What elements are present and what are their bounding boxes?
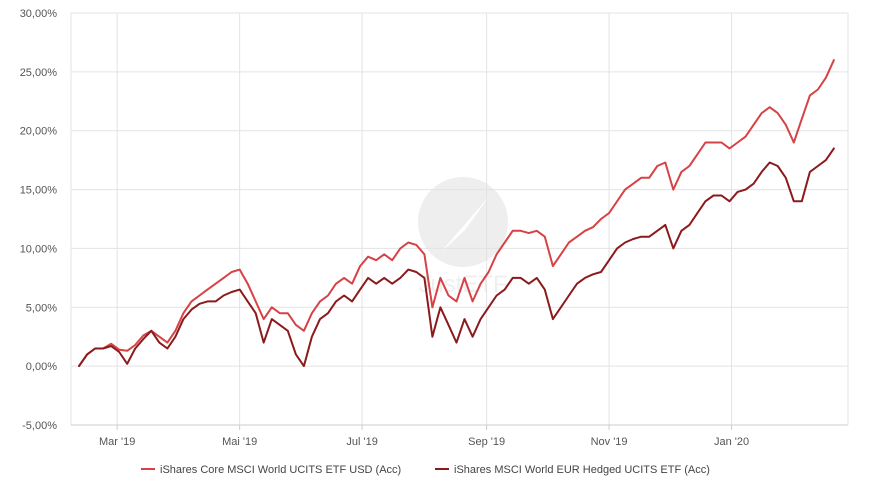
x-tick-label: Mar '19	[99, 436, 135, 448]
x-tick-label: Mai '19	[222, 436, 257, 448]
axes	[70, 13, 849, 426]
y-tick-label: 25,00%	[20, 67, 58, 79]
series-line-2	[78, 147, 835, 368]
legend: iShares Core MSCI World UCITS ETF USD (A…	[141, 464, 710, 476]
x-axis-tick-labels: Mar '19 Mai '19 Jul '19 Sep '19 Nov '19 Jan '…	[99, 436, 749, 448]
legend-label: iShares MSCI World EUR Hedged UCITS ETF …	[454, 464, 710, 476]
series-lines	[78, 59, 835, 368]
y-tick-label: 20,00%	[20, 126, 58, 138]
series-line-1	[78, 59, 835, 368]
y-tick-label: 15,00%	[20, 185, 58, 197]
legend-label: iShares Core MSCI World UCITS ETF USD (A…	[160, 464, 401, 476]
x-tick-label: Nov '19	[591, 436, 628, 448]
y-tick-label: 30,00%	[20, 8, 58, 20]
watermark-logo: JustETF	[418, 177, 508, 298]
y-tick-label: 5,00%	[26, 302, 57, 314]
y-tick-label: 10,00%	[20, 243, 58, 255]
legend-item-1[interactable]: iShares Core MSCI World UCITS ETF USD (A…	[141, 464, 401, 476]
grid-lines	[71, 12, 848, 430]
legend-item-2[interactable]: iShares MSCI World EUR Hedged UCITS ETF …	[435, 464, 710, 476]
y-axis-tick-labels: -5,00% 0,00% 5,00% 10,00% 15,00% 20,00% 25,00%…	[20, 8, 58, 432]
watermark-circle	[418, 177, 508, 267]
y-tick-label: 0,00%	[26, 361, 57, 373]
x-tick-label: Jul '19	[346, 436, 377, 448]
x-tick-label: Sep '19	[468, 436, 505, 448]
y-tick-label: -5,00%	[22, 420, 57, 432]
watermark-arrow	[441, 194, 491, 252]
x-tick-label: Jan '20	[714, 436, 749, 448]
